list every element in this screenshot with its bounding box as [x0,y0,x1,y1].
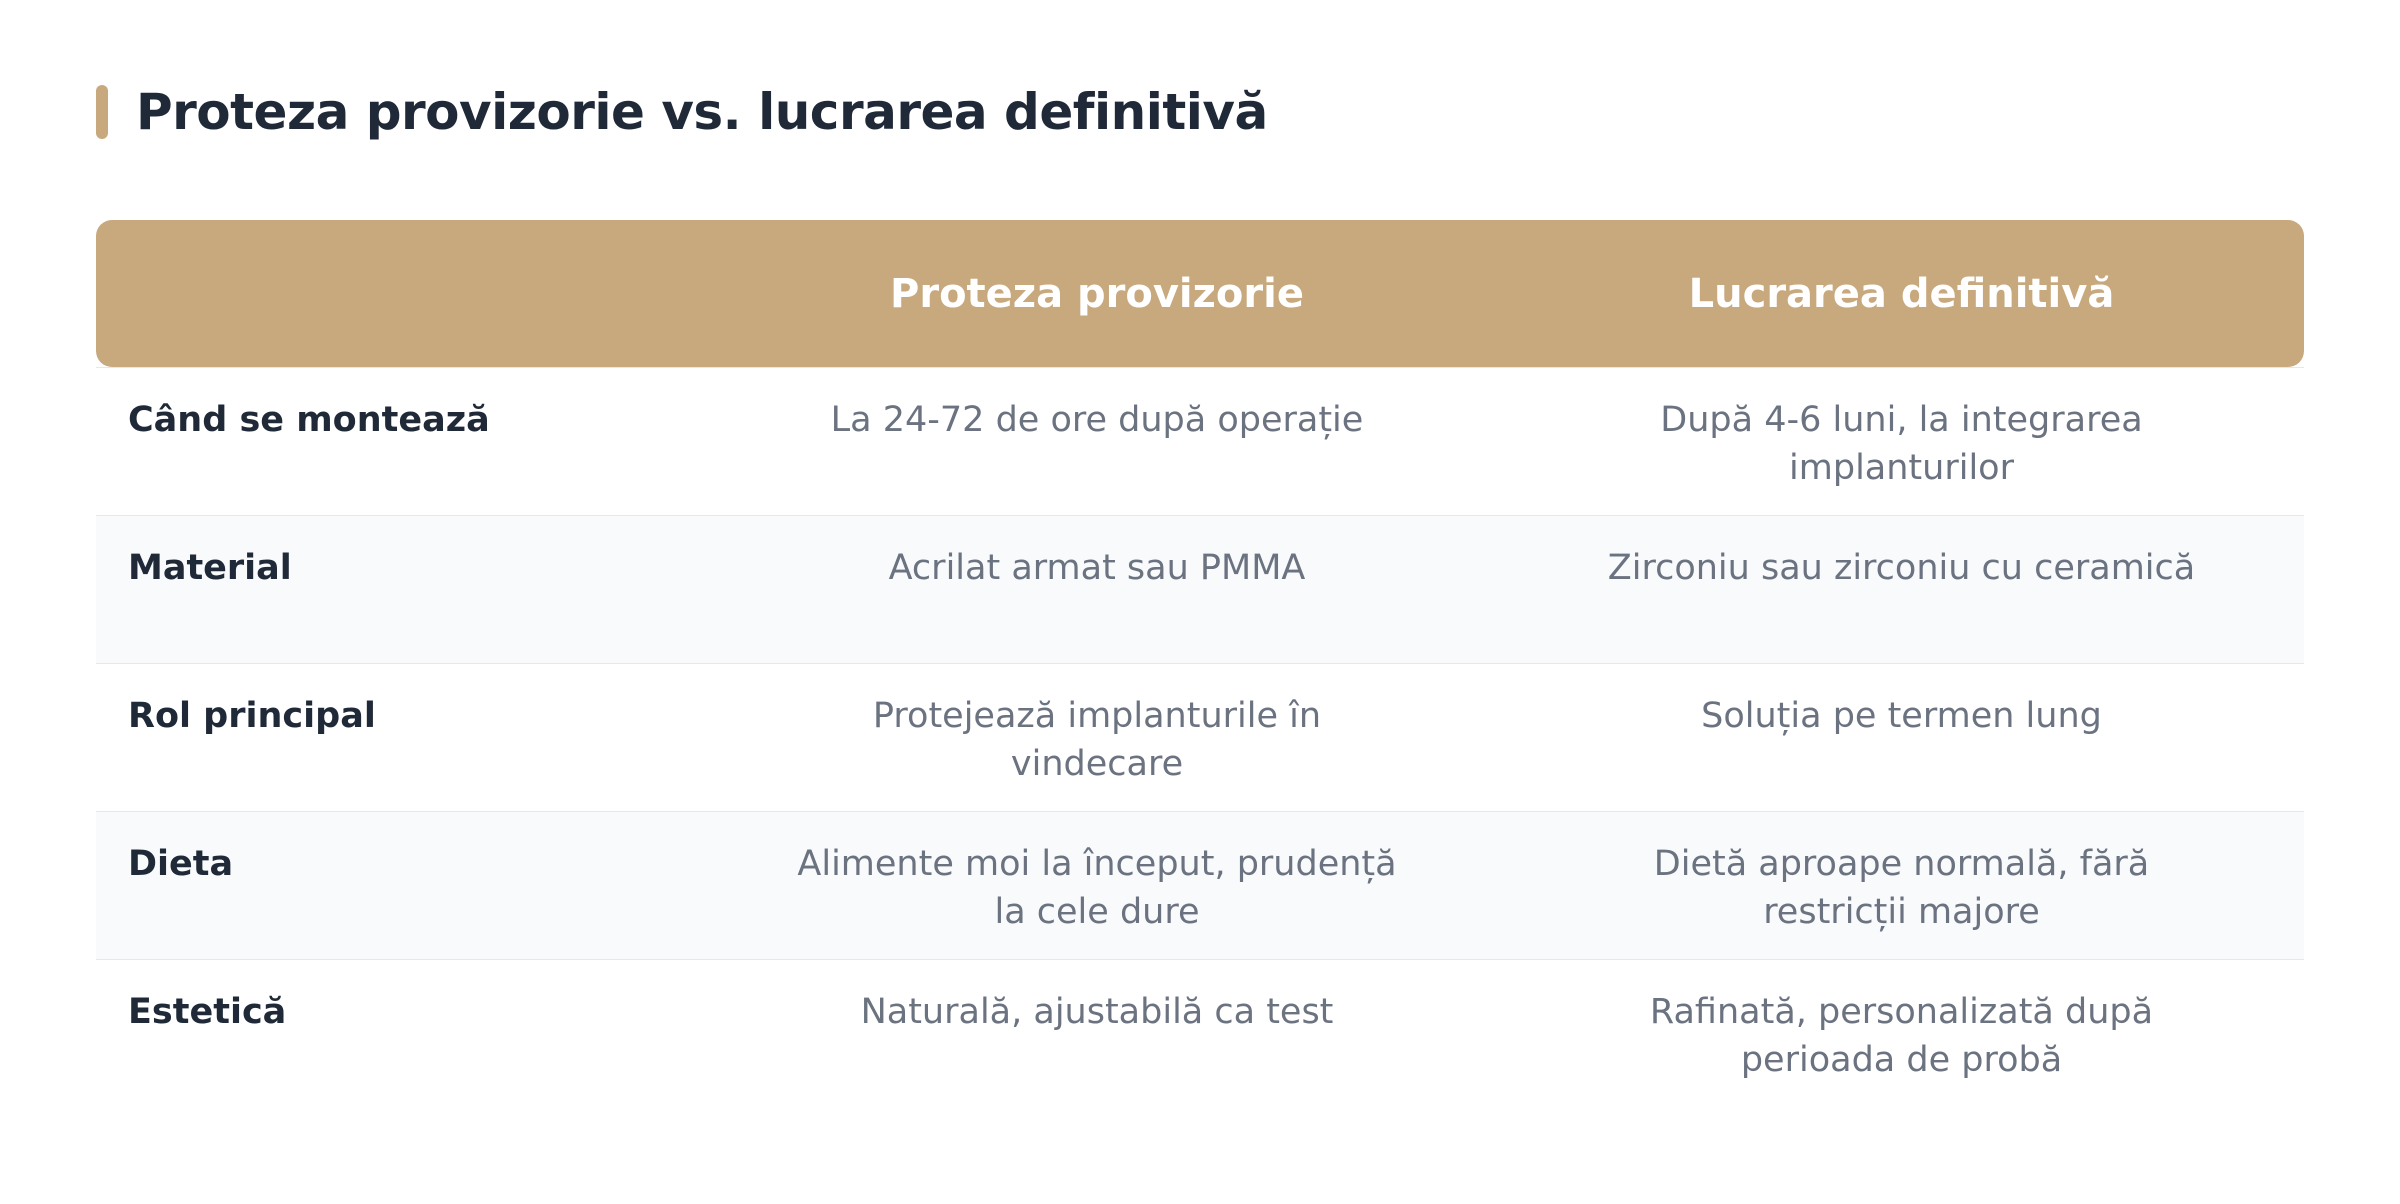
comparison-table: Proteza provizorie Lucrarea definitivă C… [96,220,2304,1107]
row-label: Estetică [128,992,287,1032]
table-cell: Soluția pe termen lung [1701,696,2102,736]
table-cell: La 24-72 de ore după operație [830,400,1364,440]
table-row: Estetică Naturală, ajustabilă ca test Rafi… [96,959,2304,1107]
table-row: Material Acrilat armat sau PMMA Zirconiu s… [96,515,2304,663]
table-row: Dieta Alimente moi la început, prudență l… [96,811,2304,959]
accent-bar [96,85,108,139]
table-cell: Naturală, ajustabilă ca test [860,992,1334,1032]
table-cell: După 4-6 luni, la integrarea implanturil… [1660,400,2143,488]
table-row: Când se montează La 24-72 de ore după ope… [96,367,2304,515]
table-cell: Protejează implanturile în vindecare [872,696,1322,784]
header-row: Proteza provizorie Lucrarea definitivă [96,220,2304,367]
table-cell: Rafinată, personalizată după perioada de… [1649,992,2154,1080]
table-cell: Dietă aproape normală, fără restricții m… [1653,844,2150,932]
column-header: Lucrarea definitivă [1688,270,2115,317]
row-label: Când se montează [128,400,490,440]
column-header: Proteza provizorie [890,270,1304,317]
table-cell: Zirconiu sau zirconiu cu ceramică [1607,548,2196,588]
header: Proteza provizorie vs. lucrarea definiti… [96,82,1268,142]
table-cell: Alimente moi la început, prudență la cel… [797,844,1397,932]
row-label: Material [128,548,292,588]
row-label: Dieta [128,844,234,884]
title: Proteza provizorie vs. lucrarea definiti… [136,83,1268,141]
row-label: Rol principal [128,696,376,736]
table-row: Rol principal Protejează implanturile în … [96,663,2304,811]
table-cell: Acrilat armat sau PMMA [888,548,1306,588]
